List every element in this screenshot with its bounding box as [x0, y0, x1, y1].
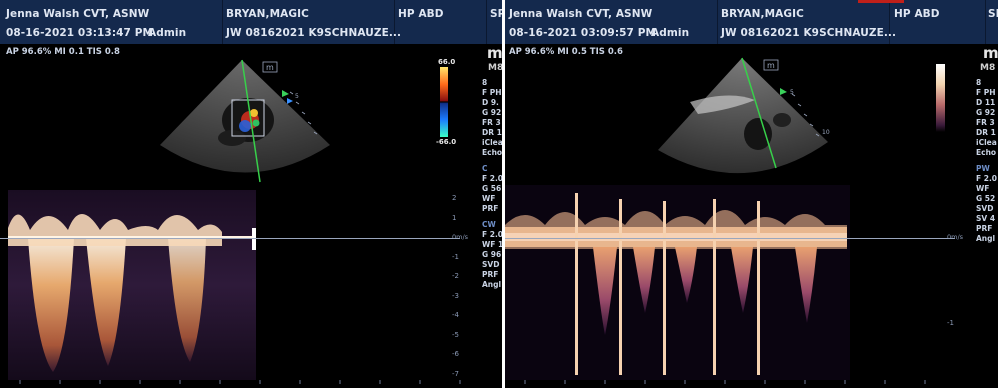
setting-line: C	[482, 164, 488, 173]
depth-mark-10: 10	[822, 129, 830, 136]
brand-logo: mi	[487, 44, 502, 62]
velocity-tick-label: -4	[452, 311, 459, 319]
setting-line: G 52	[976, 194, 996, 203]
svg-text:m: m	[266, 63, 274, 72]
setting-line: iClea	[482, 138, 502, 147]
setting-line: D 11	[976, 98, 996, 107]
setting-line: 8	[976, 78, 982, 87]
setting-line: PW	[976, 164, 990, 173]
setting-line: G 92	[976, 108, 996, 117]
setting-line: Angl	[976, 234, 996, 243]
brand-logo: mi	[983, 44, 998, 62]
velocity-tick-label: 2	[452, 194, 457, 202]
svg-text:m: m	[767, 61, 775, 70]
doppler-baseline	[505, 238, 955, 239]
color-velocity-bar	[440, 67, 448, 137]
setting-line: F PH	[482, 88, 502, 97]
exam-datetime: 08-16-2021 03:13:47 PM	[6, 27, 154, 39]
velocity-tick-label: -6	[452, 350, 459, 358]
bmode-sector-image: m 5 10	[658, 57, 830, 174]
cw-spectral-trace	[8, 190, 256, 380]
setting-line: Angl	[482, 280, 502, 289]
setting-line: FR 3	[482, 118, 501, 127]
setting-line: 8	[482, 78, 488, 87]
velocity-tick-label: -2	[452, 272, 459, 280]
probe-model: M8	[980, 63, 996, 73]
spectral-gray-bar	[936, 64, 945, 132]
setting-line: G 96	[482, 250, 502, 259]
setting-line: Echo	[482, 148, 502, 157]
probe-model: M8	[488, 63, 502, 73]
exam-preset: HP ABD	[894, 8, 940, 20]
time-axis-ticks	[19, 380, 461, 384]
sonographer-name: Jenna Walsh CVT, ASNW	[6, 8, 150, 20]
setting-line: FR 3	[976, 118, 995, 127]
doppler-baseline	[0, 238, 460, 239]
right-ultrasound-panel: Jenna Walsh CVT, ASNW 08-16-2021 03:09:5…	[505, 0, 998, 388]
setting-line: PRF	[482, 270, 499, 279]
depth-mark-5: 5	[790, 89, 794, 96]
setting-line: DR 1	[482, 128, 502, 137]
header-cut-text: SP	[988, 8, 998, 20]
time-axis-ticks	[524, 380, 926, 384]
velocity-tick-label: -5	[452, 330, 459, 339]
sonographer-name: Jenna Walsh CVT, ASNW	[509, 8, 653, 20]
velocity-tick-label: 1	[452, 213, 457, 222]
right-header-bar: Jenna Walsh CVT, ASNW 08-16-2021 03:09:5…	[505, 0, 998, 44]
exam-preset: HP ABD	[398, 8, 444, 20]
velocity-tick-label: -3	[452, 291, 459, 300]
setting-line: Echo	[976, 148, 997, 157]
setting-line: WF	[482, 194, 496, 203]
depth-mark-5: 5	[295, 93, 299, 100]
user-label: Admin	[651, 27, 690, 39]
exam-datetime: 08-16-2021 03:09:57 PM	[509, 27, 657, 39]
setting-line: iClea	[976, 138, 997, 147]
setting-line: SV 4	[976, 214, 996, 223]
setting-line: F 2.0	[482, 230, 502, 239]
setting-line: G 92	[482, 108, 502, 117]
sector-fan	[658, 58, 828, 174]
pw-spectral-trace	[505, 185, 850, 380]
setting-line: F PH	[976, 88, 996, 97]
setting-line: SVD	[482, 260, 500, 269]
patient-id: JW 08162021 K9SCHNAUZE...	[226, 27, 402, 39]
colorbar-min: -66.0	[436, 138, 457, 146]
setting-line: SVD	[976, 204, 994, 213]
doppler-cursor-line	[741, 57, 777, 169]
setting-line: D 9.	[482, 98, 499, 107]
velocity-tick-label: -1	[452, 252, 459, 261]
setting-line: CW	[482, 220, 496, 229]
setting-line: G 56	[482, 184, 502, 193]
acoustic-params: AP 96.6% MI 0.5 TIS 0.6	[509, 47, 623, 57]
setting-line: PRF	[976, 224, 993, 233]
setting-line: PRF	[482, 204, 499, 213]
setting-line: WF 1	[482, 240, 502, 249]
setting-line: F 2.0	[976, 174, 998, 183]
user-label: Admin	[148, 27, 187, 39]
velocity-tick-label: 0m/s	[452, 233, 469, 241]
patient-id: JW 08162021 K9SCHNAUZE...	[721, 27, 897, 39]
velocity-tick-label: -7	[452, 369, 459, 378]
left-header-bar: Jenna Walsh CVT, ASNW 08-16-2021 03:13:4…	[0, 0, 502, 44]
acoustic-params: AP 96.6% MI 0.1 TIS 0.8	[6, 47, 120, 57]
setting-line: F 2.0	[482, 174, 502, 183]
velocity-tick-label: -1	[947, 319, 954, 327]
doppler-cursor-line	[241, 59, 261, 183]
bmode-sector-image: m 5	[160, 59, 330, 183]
velocity-tick-label: 0m/s	[947, 233, 964, 241]
setting-line: DR 1	[976, 128, 996, 137]
patient-name: BRYAN,MAGIC	[721, 8, 804, 20]
patient-name: BRYAN,MAGIC	[226, 8, 309, 20]
top-red-indicator	[858, 0, 904, 3]
colorbar-max: 66.0	[438, 58, 456, 66]
header-cut-text: SP	[490, 8, 502, 20]
setting-line: WF	[976, 184, 990, 193]
left-ultrasound-panel: Jenna Walsh CVT, ASNW 08-16-2021 03:13:4…	[0, 0, 502, 388]
